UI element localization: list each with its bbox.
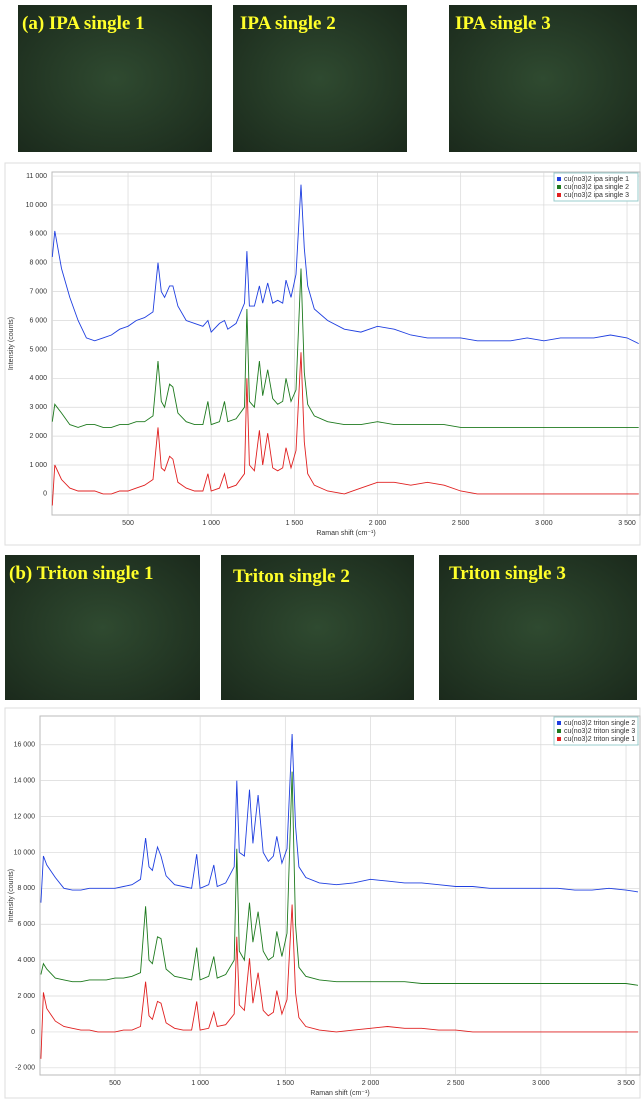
x-tick-label: 500 <box>122 520 134 527</box>
y-axis-label: Intensity (counts) <box>8 869 15 922</box>
x-tick-label: 3 000 <box>532 1080 550 1087</box>
x-tick-label: 3 000 <box>535 520 553 527</box>
y-tick-label: 14 000 <box>14 777 36 784</box>
x-tick-label: 1 000 <box>191 1080 209 1087</box>
legend-swatch <box>557 177 561 181</box>
y-tick-label: 5 000 <box>29 346 47 353</box>
y-tick-label: 16 000 <box>14 742 36 749</box>
series-line <box>51 268 639 428</box>
y-tick-label: 2 000 <box>29 433 47 440</box>
x-tick-label: 3 500 <box>618 520 636 527</box>
x-tick-label: 500 <box>109 1080 121 1087</box>
legend-swatch <box>557 185 561 189</box>
image-label: IPA single 2 <box>240 13 336 34</box>
micrograph <box>5 555 200 700</box>
y-tick-label: 12 000 <box>14 813 36 820</box>
y-tick-label: 0 <box>43 491 47 498</box>
legend-swatch <box>557 737 561 741</box>
legend-label: cu(no3)2 triton single 1 <box>564 736 635 743</box>
y-tick-label: 3 000 <box>29 404 47 411</box>
y-tick-label: 8 000 <box>17 885 35 892</box>
image-label: (a) IPA single 1 <box>22 13 145 34</box>
legend-label: cu(no3)2 triton single 3 <box>564 728 635 735</box>
micrograph <box>439 555 637 700</box>
y-tick-label: 1 000 <box>29 462 47 469</box>
x-tick-label: 3 500 <box>617 1080 635 1087</box>
legend-swatch <box>557 721 561 725</box>
legend-label: cu(no3)2 ipa single 1 <box>564 176 629 183</box>
image-label: IPA single 3 <box>455 13 551 34</box>
y-tick-label: -2 000 <box>15 1065 35 1072</box>
y-tick-label: 7 000 <box>29 288 47 295</box>
y-tick-label: 10 000 <box>26 202 48 209</box>
series-line <box>40 904 638 1059</box>
micrograph <box>221 555 414 700</box>
legend-label: cu(no3)2 triton single 2 <box>564 720 635 727</box>
y-tick-label: 4 000 <box>17 957 35 964</box>
legend-box <box>553 716 639 746</box>
y-tick-label: 6 000 <box>29 317 47 324</box>
x-tick-label: 2 000 <box>369 520 387 527</box>
y-tick-label: 8 000 <box>29 260 47 267</box>
y-axis-label: Intensity (counts) <box>8 317 15 370</box>
x-axis-label: Raman shift (cm⁻¹) <box>316 530 375 537</box>
series-line <box>51 352 639 506</box>
x-tick-label: 1 500 <box>277 1080 295 1087</box>
plot-area <box>39 715 641 1076</box>
micrograph <box>18 5 212 152</box>
x-tick-label: 2 500 <box>447 1080 465 1087</box>
x-tick-label: 2 000 <box>362 1080 380 1087</box>
micrograph <box>233 5 407 152</box>
x-tick-label: 1 000 <box>202 520 220 527</box>
plot-area <box>51 171 641 516</box>
x-axis-label: Raman shift (cm⁻¹) <box>310 1090 369 1097</box>
micrograph <box>449 5 637 152</box>
x-tick-label: 1 500 <box>286 520 304 527</box>
y-tick-label: 0 <box>31 1029 35 1036</box>
y-tick-label: 10 000 <box>14 849 36 856</box>
image-label: (b) Triton single 1 <box>9 563 153 584</box>
series-line <box>40 733 639 903</box>
series-line <box>51 184 639 345</box>
y-tick-label: 6 000 <box>17 921 35 928</box>
legend-swatch <box>557 193 561 197</box>
x-tick-label: 2 500 <box>452 520 470 527</box>
legend-label: cu(no3)2 ipa single 3 <box>564 192 629 199</box>
y-tick-label: 4 000 <box>29 375 47 382</box>
series-line <box>40 771 639 986</box>
image-label: Triton single 3 <box>449 563 566 584</box>
legend-label: cu(no3)2 ipa single 2 <box>564 184 629 191</box>
legend-box <box>553 172 639 202</box>
legend-swatch <box>557 729 561 733</box>
y-tick-label: 9 000 <box>29 231 47 238</box>
y-tick-label: 11 000 <box>26 173 47 180</box>
image-label: Triton single 2 <box>233 566 350 587</box>
y-tick-label: 2 000 <box>17 993 35 1000</box>
